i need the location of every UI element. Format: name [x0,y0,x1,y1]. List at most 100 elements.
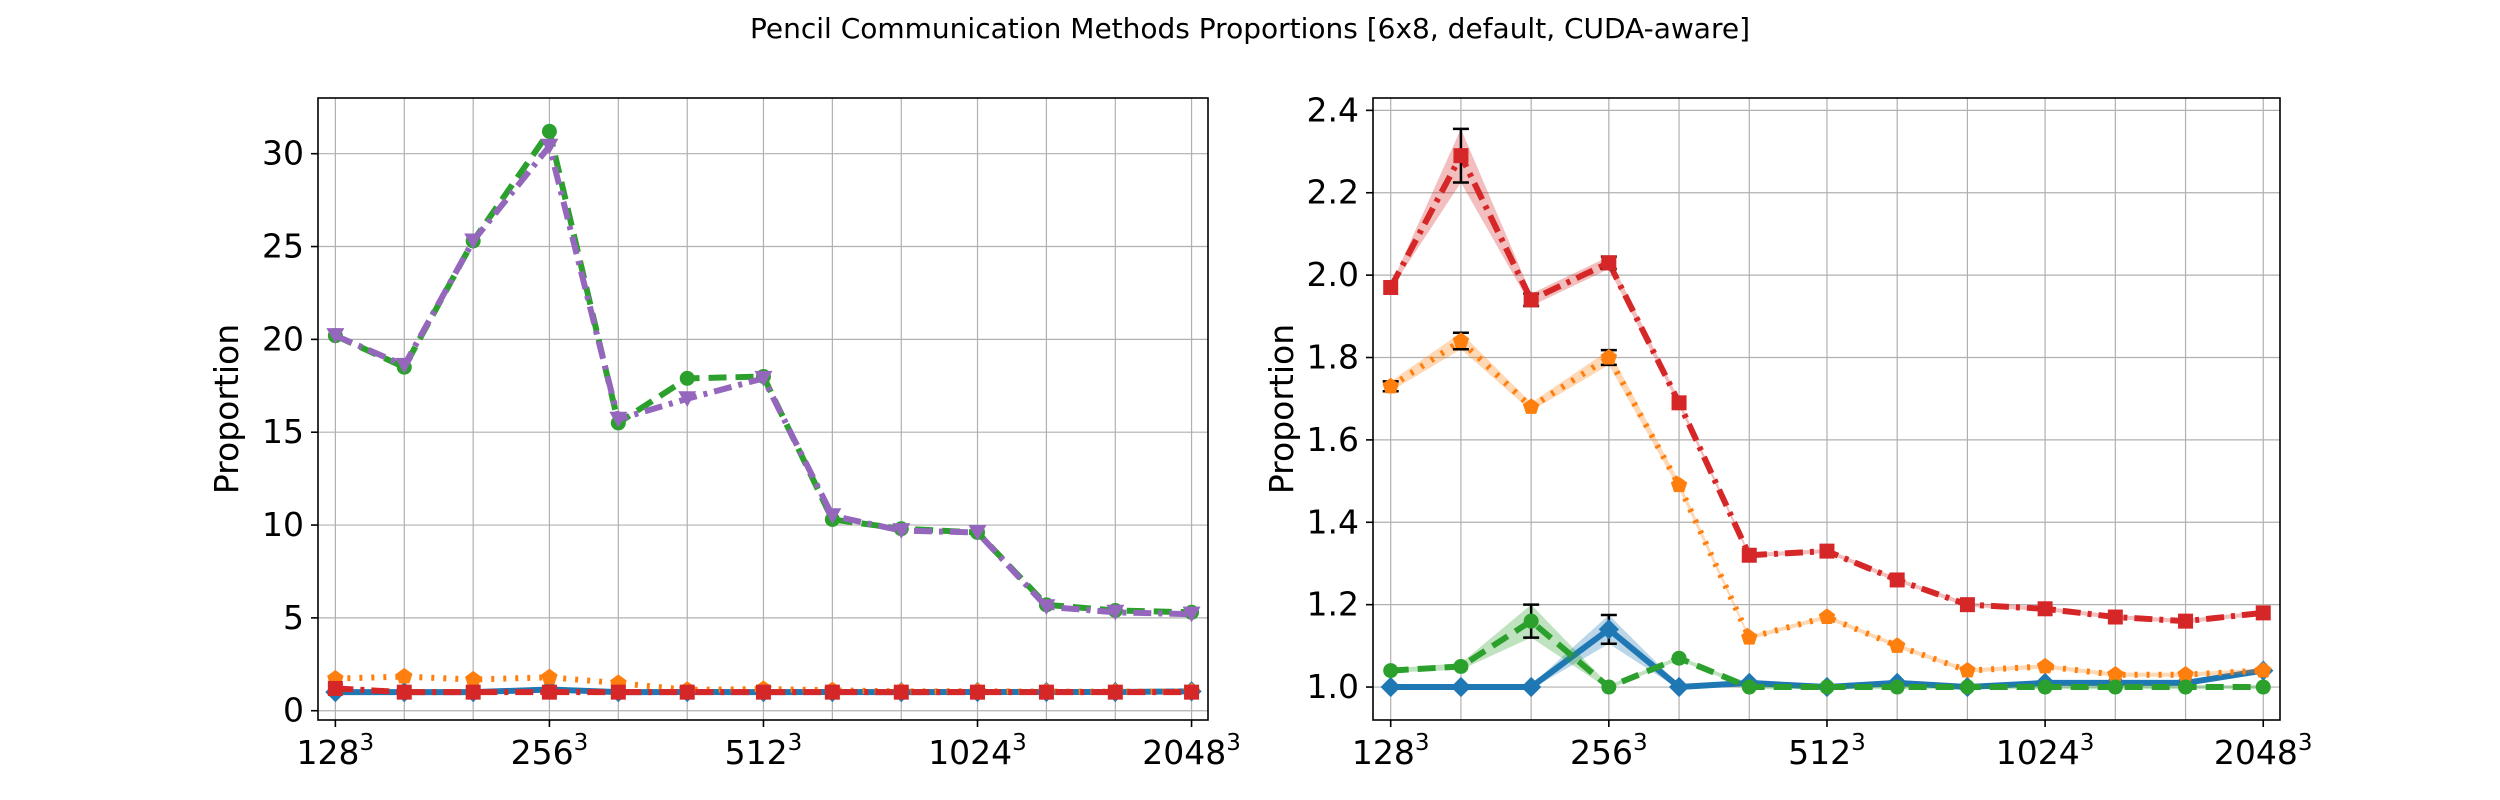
data-point [1670,476,1688,493]
data-point [892,523,911,539]
x-tick-label: 1283 [297,730,375,772]
data-point [2036,657,2054,674]
data-point [1450,676,1472,698]
data-point [1959,661,1976,678]
data-point [1818,608,1836,624]
data-point [464,233,483,250]
data-point [1038,684,1054,700]
data-point [2107,609,2123,625]
data-point [396,667,413,684]
data-point [1382,377,1399,394]
data-point [1383,663,1399,679]
data-point [1380,676,1401,698]
series-4 [326,138,1201,623]
data-point [2037,679,2053,695]
data-point [1671,395,1687,411]
data-point [678,391,697,408]
data-point [1383,279,1399,295]
data-point [327,680,343,696]
y-tick-label: 1.6 [1307,420,1359,459]
x-tick-exponent: 3 [1415,730,1430,756]
y-tick-label: 1.4 [1307,502,1359,541]
data-point [609,411,628,428]
data-point [2107,666,2124,682]
x-tick-label: 20483 [1142,730,1241,772]
data-point [2177,666,2194,682]
series-3 [327,680,1200,700]
data-point [1452,332,1470,349]
x-tick-exponent: 3 [788,730,803,756]
x-tick-base: 128 [1352,733,1415,772]
x-tick-base: 256 [511,733,574,772]
data-point [1523,613,1539,629]
x-tick-label: 10243 [1996,730,2095,772]
data-point [2255,679,2271,695]
x-tick-exponent: 3 [1012,730,1027,756]
x-tick-label: 2563 [511,730,589,772]
x-tick-exponent: 3 [574,730,589,756]
data-point [1888,637,1906,653]
x-tick-base: 2048 [2214,733,2298,772]
data-point [1601,255,1617,271]
x-tick-label: 20483 [2214,730,2313,772]
y-tick-label: 1.8 [1307,338,1359,377]
data-point [540,138,559,155]
data-point [893,684,909,700]
data-point [2178,613,2194,629]
data-point [465,684,481,700]
data-point [1600,348,1618,365]
x-tick-base: 512 [725,733,788,772]
data-point [1959,597,1975,613]
y-tick-label: 10 [262,505,304,544]
data-point [968,524,987,541]
data-point [541,684,557,700]
y-tick-label: 2.2 [1307,173,1359,212]
series-2 [1383,603,2271,695]
data-point [1668,676,1690,698]
data-point [541,668,558,685]
data-point [1523,292,1539,308]
data-point [2107,679,2123,695]
data-point [1182,606,1201,623]
data-point [2255,605,2271,621]
y-tick-label: 30 [262,134,304,173]
data-point [970,684,986,700]
y-tick-label: 15 [262,412,304,451]
data-point [823,508,842,525]
y-tick-label: 1.2 [1307,585,1359,624]
data-point [326,328,345,344]
data-point [755,684,771,700]
data-point [396,684,412,700]
data-point [679,684,695,700]
x-tick-base: 128 [297,733,360,772]
data-point [824,684,840,700]
data-point [2255,661,2272,678]
data-point [610,684,626,700]
x-tick-exponent: 3 [1226,730,1241,756]
series-1 [1382,331,2272,682]
y-tick-label: 5 [283,598,304,637]
y-axis-label: Proportion [1262,324,1301,494]
data-point [1453,148,1469,164]
y-tick-label: 2.0 [1307,255,1359,294]
x-tick-base: 256 [1570,733,1633,772]
data-point [1453,658,1469,674]
data-point [2178,679,2194,695]
x-tick-exponent: 3 [2080,730,2095,756]
data-point [1741,547,1757,563]
data-point [1959,679,1975,695]
data-point [1107,684,1123,700]
data-point [1106,604,1125,621]
data-point [754,370,773,387]
data-point [541,123,557,139]
data-point [1598,619,1619,640]
x-tick-base: 2048 [1142,733,1226,772]
x-tick-label: 2563 [1570,730,1648,772]
x-tick-base: 1024 [928,733,1012,772]
y-tick-label: 20 [262,319,304,358]
data-point [679,370,695,386]
data-point [1889,679,1905,695]
y-tick-label: 1.0 [1307,667,1359,706]
